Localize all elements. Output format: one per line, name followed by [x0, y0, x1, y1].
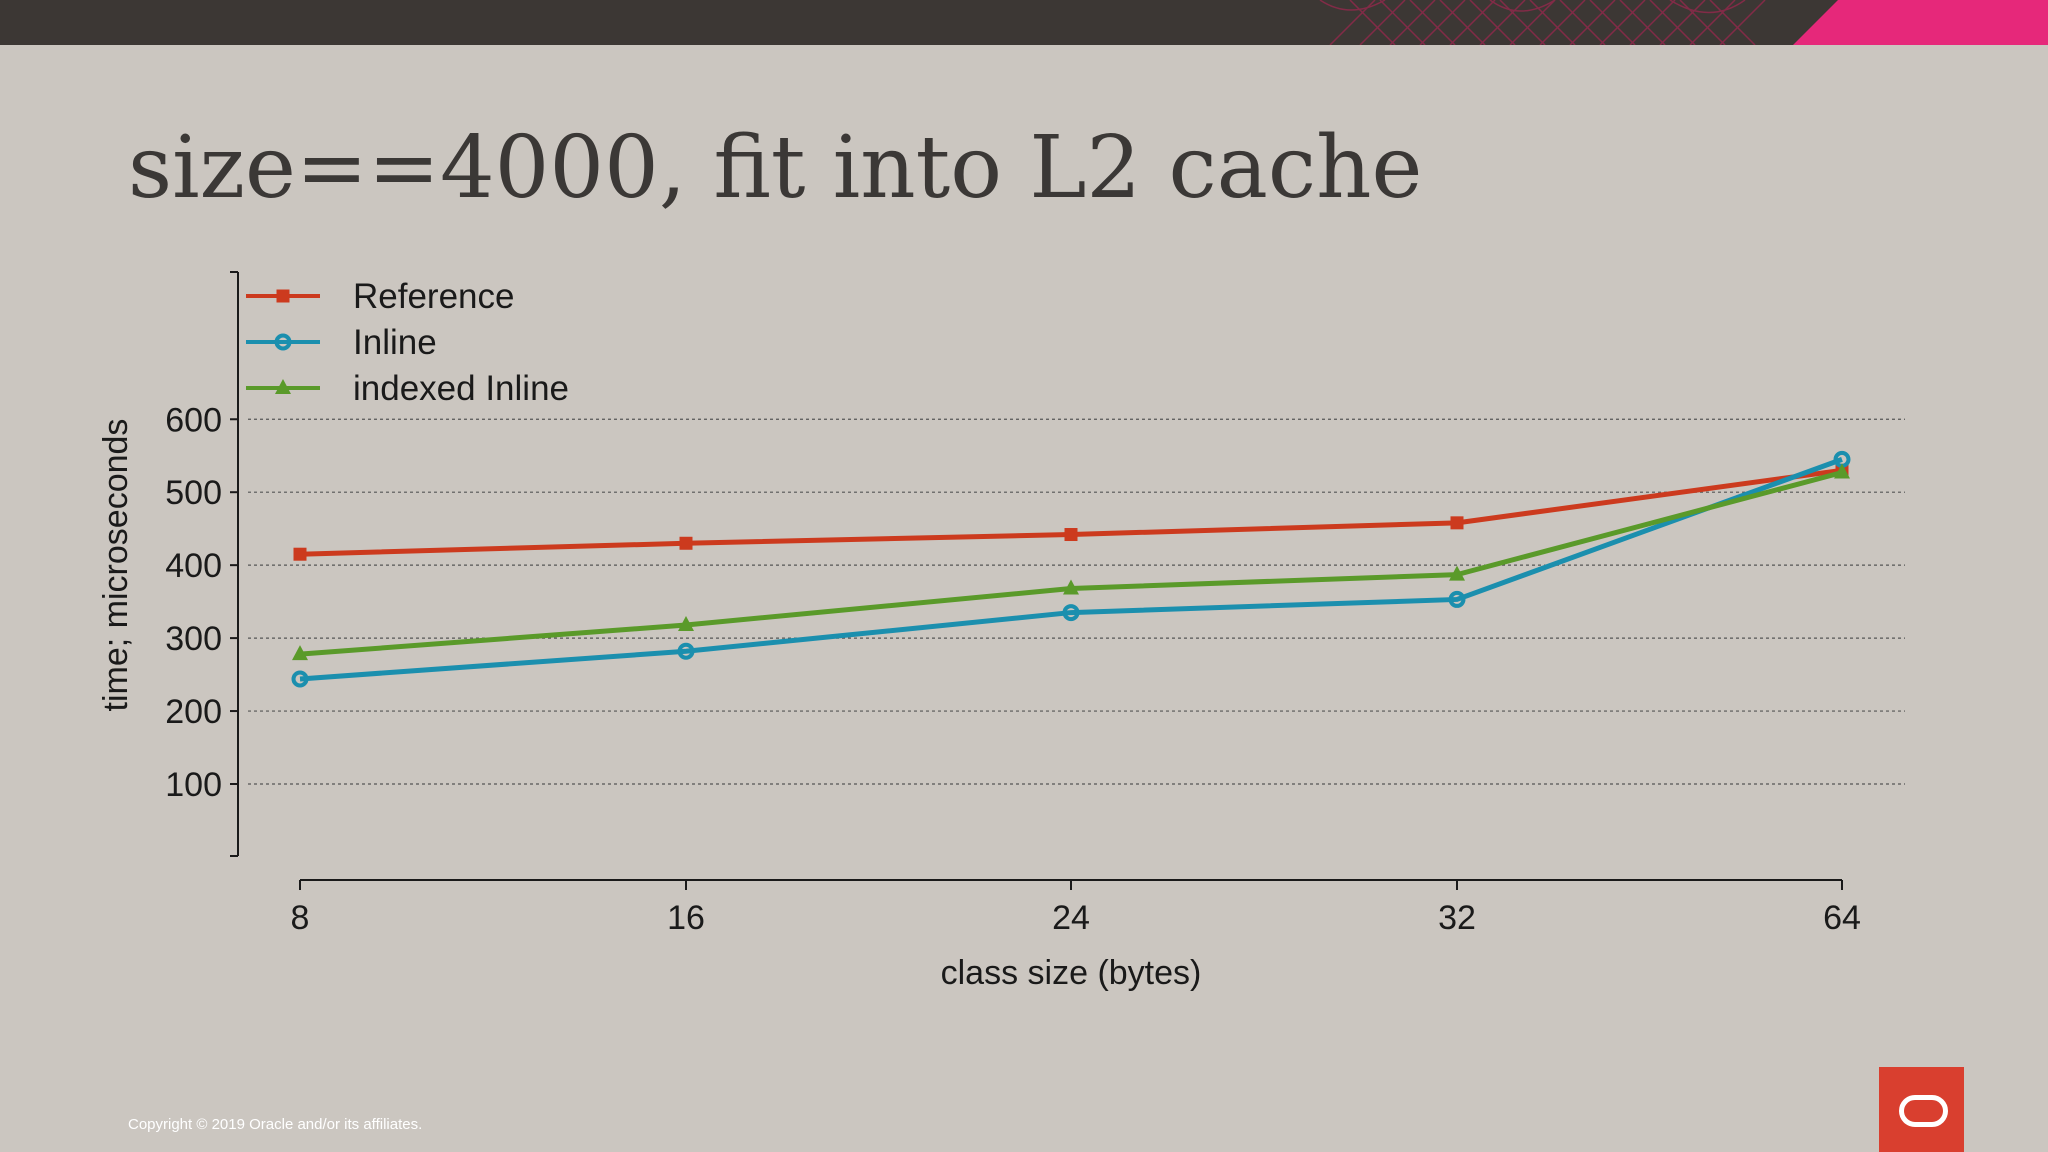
series-indexed-inline [292, 463, 1850, 661]
page-title: size==4000, fit into L2 cache [128, 118, 1423, 218]
y-axis-label: time; microseconds [97, 419, 135, 712]
series-reference [293, 463, 1849, 561]
data-point [677, 642, 695, 660]
grid-lines [248, 418, 1905, 785]
copyright-text: Copyright © 2019 Oracle and/or its affil… [128, 1116, 423, 1133]
x-tick-label: 16 [667, 899, 705, 937]
x-tick-label: 64 [1823, 899, 1861, 937]
data-point [1063, 579, 1079, 595]
data-point [1450, 516, 1464, 530]
legend-item: Reference [246, 277, 514, 316]
top-bar [0, 0, 2048, 45]
data-point [678, 615, 694, 631]
x-tick-label: 32 [1438, 899, 1476, 937]
data-point [276, 289, 290, 303]
data-point [1448, 590, 1466, 608]
legend-label: Inline [353, 323, 437, 362]
series-inline [291, 450, 1851, 688]
y-tick-label: 200 [165, 693, 222, 731]
x-ticks: 8 16 24 32 64 [291, 880, 1861, 937]
oracle-ring-icon [1899, 1095, 1948, 1127]
x-tick-label: 24 [1052, 899, 1090, 937]
y-tick-label: 400 [165, 547, 222, 585]
legend-item: Inline [246, 323, 437, 362]
legend-label: indexed Inline [353, 369, 569, 408]
legend: Reference Inline indexed Inline [246, 277, 569, 408]
legend-item: indexed Inline [246, 369, 569, 408]
series-line [299, 457, 1843, 682]
x-axis-label: class size (bytes) [941, 954, 1202, 992]
data-point [679, 536, 693, 550]
data-point [293, 547, 307, 561]
accent-stripe-icon [1793, 0, 2048, 45]
data-point [1064, 528, 1078, 542]
y-tick-label: 300 [165, 620, 222, 658]
y-tick-label: 500 [165, 474, 222, 512]
data-point [275, 379, 291, 394]
data-point [292, 645, 308, 661]
data-point [1449, 565, 1465, 581]
oracle-logo-icon [1879, 1067, 1964, 1152]
y-tick-label: 600 [165, 401, 222, 439]
y-ticks: 100 200 300 400 500 600 [165, 401, 238, 804]
decorative-pattern-icon [1319, 0, 1766, 45]
x-tick-label: 8 [291, 899, 310, 937]
data-point [291, 670, 309, 688]
y-tick-label: 100 [165, 766, 222, 804]
data-point [1062, 604, 1080, 622]
series [291, 450, 1851, 688]
legend-label: Reference [353, 277, 514, 316]
data-point [274, 333, 292, 351]
data-point [1834, 463, 1850, 479]
